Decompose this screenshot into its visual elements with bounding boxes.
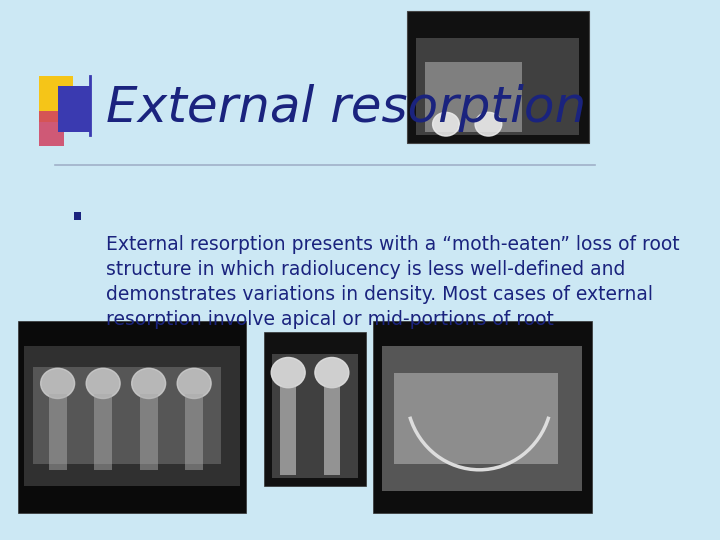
Circle shape	[177, 368, 211, 399]
Bar	[264, 332, 366, 486]
Circle shape	[40, 368, 75, 399]
Bar	[40, 111, 63, 146]
Bar	[373, 321, 592, 513]
Bar	[324, 386, 340, 475]
Circle shape	[475, 112, 502, 136]
Bar	[18, 321, 246, 513]
Bar	[94, 394, 112, 470]
Circle shape	[433, 112, 459, 136]
Bar	[280, 386, 296, 475]
Bar	[185, 394, 203, 470]
Bar	[74, 212, 81, 220]
Bar	[382, 346, 582, 491]
Bar	[425, 62, 522, 132]
Bar	[40, 76, 73, 122]
Bar	[272, 354, 358, 478]
Circle shape	[132, 368, 166, 399]
Bar	[395, 373, 558, 464]
Bar	[140, 394, 158, 470]
Bar	[33, 367, 222, 464]
Bar	[407, 11, 588, 143]
Circle shape	[86, 368, 120, 399]
Bar	[415, 38, 580, 135]
Circle shape	[271, 357, 305, 388]
Bar	[48, 394, 67, 470]
Circle shape	[315, 357, 349, 388]
Bar	[24, 346, 240, 486]
Text: External resorption presents with a “moth-eaten” loss of root
structure in which: External resorption presents with a “mot…	[106, 235, 680, 329]
Bar	[58, 86, 91, 132]
Text: External resorption: External resorption	[106, 84, 586, 132]
